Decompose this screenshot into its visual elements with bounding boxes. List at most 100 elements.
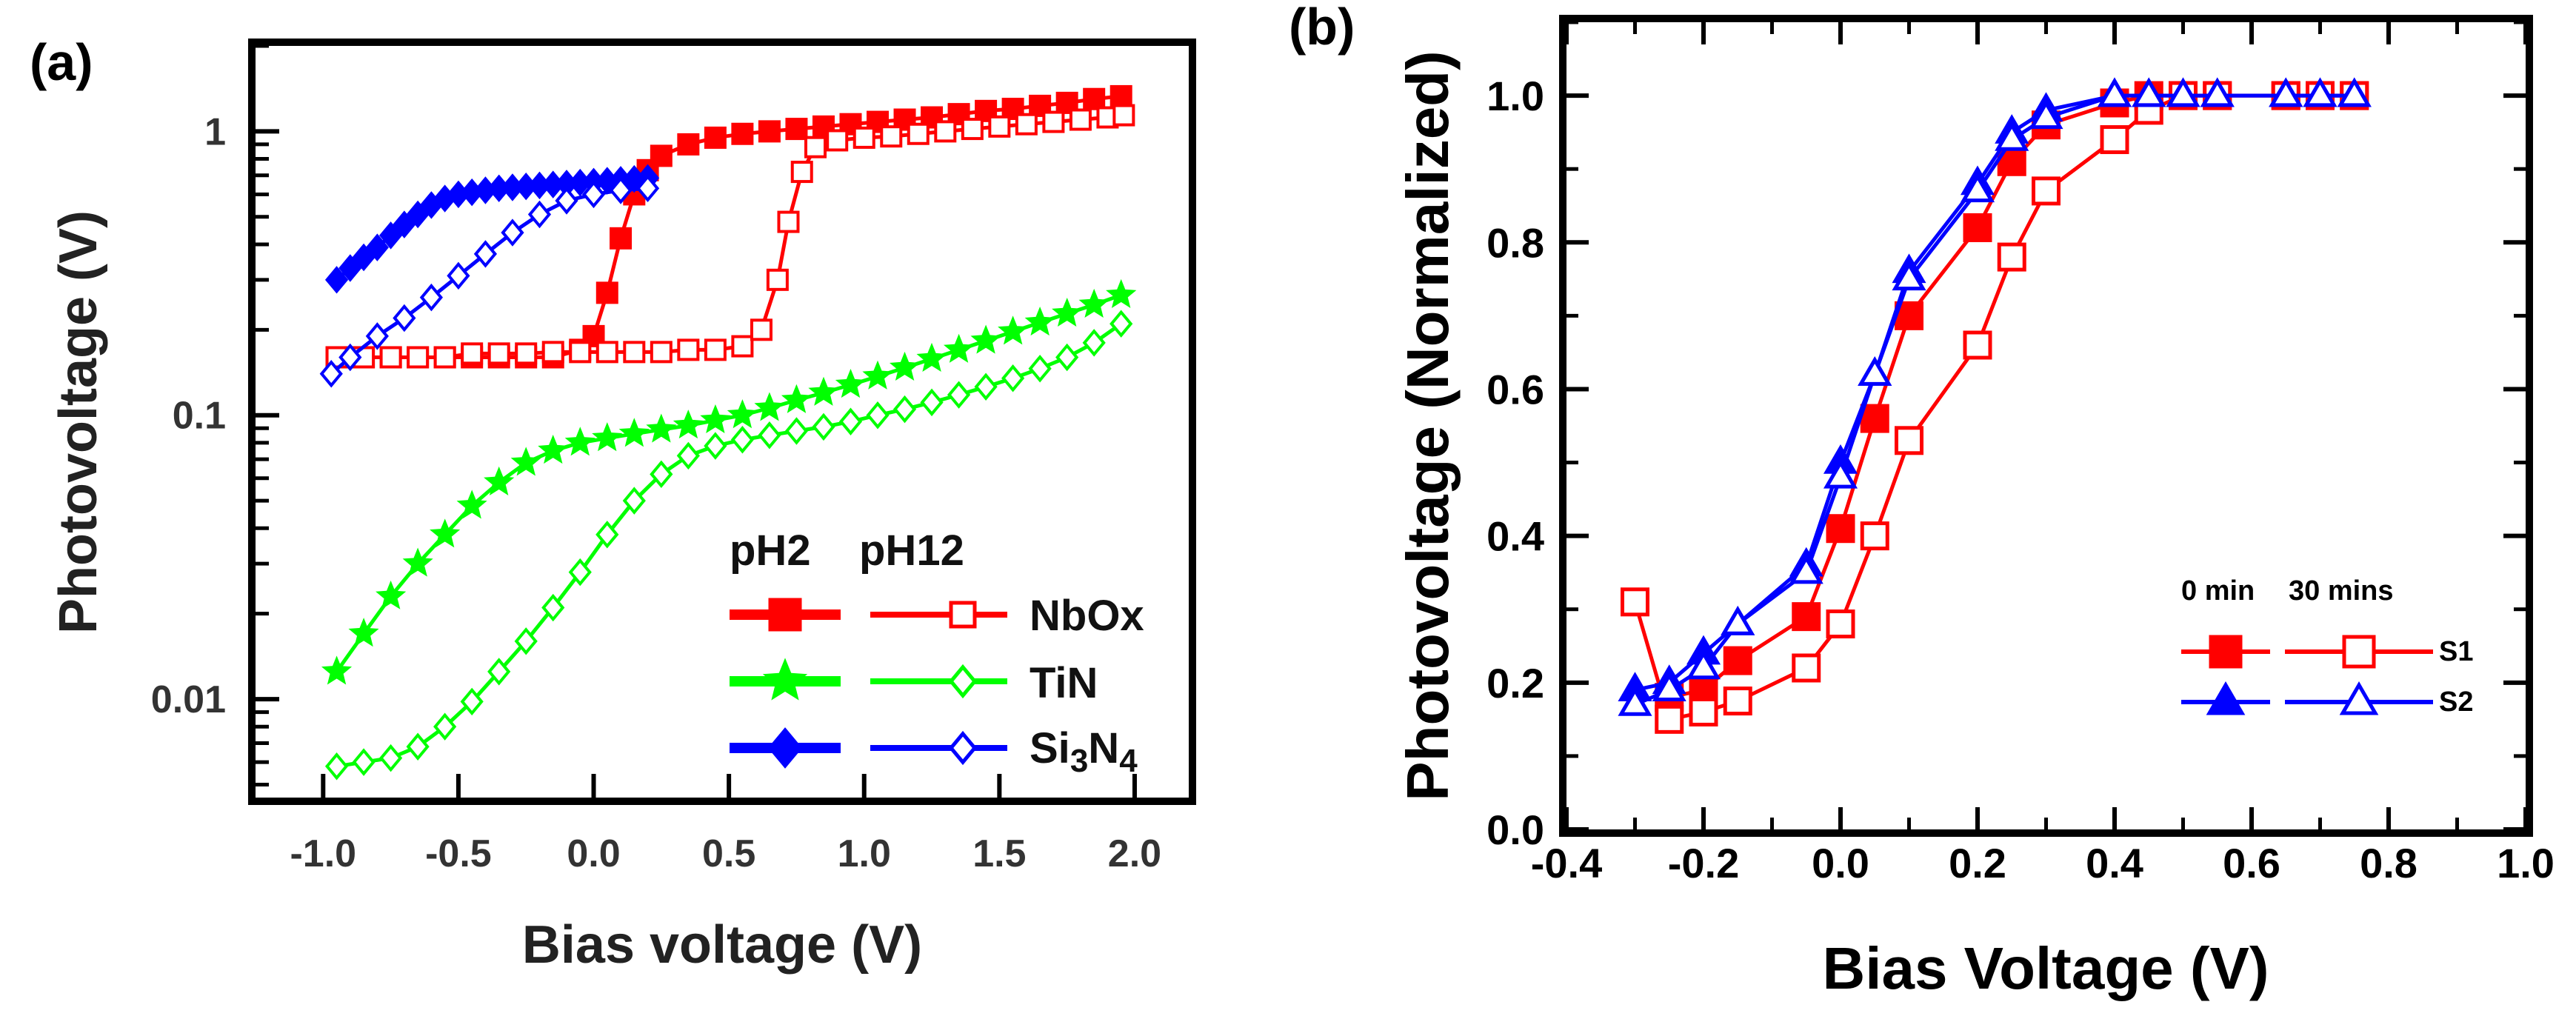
panel-b-y-tick-label: 1.0 — [1486, 73, 1544, 119]
panel-a-data-point — [673, 410, 704, 439]
panel-a-data-point — [750, 318, 773, 341]
panel-a-data-point — [319, 359, 343, 388]
panel-a-data-point — [592, 422, 623, 452]
panel-a-data-point — [338, 254, 362, 282]
panel-a-plot-frame — [248, 39, 1196, 805]
panel-b-x-tick-label: -0.2 — [1668, 840, 1740, 886]
panel-a-x-tick-label: 2.0 — [1108, 832, 1161, 875]
panel-b-legend-key-marker — [2206, 681, 2246, 715]
panel-a-series-tin-ph12 — [324, 310, 1133, 781]
panel-a-data-point — [880, 125, 903, 148]
panel-a-data-point — [487, 342, 510, 365]
panel-b-data-point — [2100, 125, 2129, 155]
panel-a-data-point — [473, 240, 498, 268]
panel-a-data-point — [1106, 278, 1137, 308]
panel-b-data-point — [2166, 77, 2200, 107]
panel-a-data-point — [974, 372, 998, 401]
panel-b-x-tick-label: 0.4 — [2086, 840, 2143, 886]
panel-a-data-point — [456, 490, 487, 519]
panel-b-legend-key-marker — [2209, 635, 2243, 669]
panel-a-data-point — [618, 418, 650, 447]
panel-b-data-point — [2097, 77, 2132, 107]
panel-a-data-point — [704, 126, 727, 149]
panel-b-series-s2-0-min — [1618, 77, 2372, 701]
panel-a-legend-key-marker — [949, 601, 977, 629]
panel-a-data-point — [324, 752, 349, 781]
panel-a-data-point — [406, 732, 430, 761]
panel-a-data-point — [433, 712, 457, 741]
panel-a-data-point — [766, 268, 789, 291]
panel-a-legend-header-ph2: pH2 — [730, 527, 811, 575]
panel-a-data-point — [862, 360, 893, 390]
panel-b-plot-frame — [1559, 15, 2533, 837]
panel-b-data-point — [1826, 609, 1855, 639]
panel-b-y-tick-label: 0.0 — [1486, 806, 1544, 853]
panel-b-x-tick-label: 0.8 — [2360, 840, 2417, 886]
panel-b-data-point — [1789, 554, 1823, 584]
panel-b-legend-label-s2: S2 — [2439, 686, 2473, 718]
panel-a-data-point — [595, 281, 618, 304]
panel-a-data-point — [595, 521, 619, 549]
panel-a-data-point — [677, 133, 700, 156]
panel-a-data-point — [460, 687, 484, 716]
panel-a-legend-header-ph12: pH12 — [859, 527, 964, 575]
panel-a-data-point — [727, 399, 758, 429]
panel-a-data-point — [376, 580, 407, 609]
panel-b-data-point — [1858, 356, 1892, 386]
panel-a-data-point — [569, 341, 592, 364]
panel-b-data-point — [1860, 404, 1889, 433]
panel-b-data-point — [1826, 514, 1855, 544]
panel-a-legend-key-marker — [768, 598, 802, 632]
panel-b-data-point — [1963, 213, 1992, 242]
panel-b-data-point — [1652, 672, 1686, 701]
panel-b-series-s2-30-mins — [1618, 77, 2372, 716]
panel-a-data-point — [890, 351, 921, 381]
panel-a-data-point — [510, 447, 541, 476]
panel-a-legend-label-si3n4: Si3N4 — [1030, 724, 1138, 779]
panel-a-data-point — [704, 432, 727, 460]
panel-a-data-point — [555, 187, 578, 215]
panel-a-data-point — [1110, 310, 1133, 338]
panel-b-data-point — [2337, 77, 2372, 107]
panel-b-series-line — [1634, 93, 2355, 706]
panel-a-data-point — [676, 441, 700, 470]
panel-a-data-point — [934, 120, 957, 143]
panel-a-data-point — [365, 233, 389, 261]
panel-a-data-point — [1042, 110, 1065, 133]
panel-a-data-point — [781, 384, 812, 413]
panel-a-data-point — [321, 655, 353, 685]
panel-b-data-point — [1997, 242, 2026, 272]
panel-a-data-point — [365, 322, 389, 350]
panel-a-data-point — [812, 412, 835, 441]
panel-a-x-tick-label: 1.0 — [838, 832, 891, 875]
panel-a-data-point — [538, 435, 569, 464]
panel-b-data-point — [1723, 686, 1752, 716]
panel-b-data-point — [1960, 173, 1995, 203]
panel-b-x-tick-label: 0.0 — [1812, 840, 1869, 886]
panel-a-x-tick-label: -0.5 — [425, 832, 492, 875]
panel-a-legend-key-marker — [948, 664, 978, 699]
panel-b-data-point — [1963, 330, 1992, 360]
panel-a-data-point — [430, 518, 461, 548]
panel-a-data-point — [352, 748, 376, 776]
panel-a-legend-key-marker — [948, 730, 978, 766]
panel-a-data-point — [916, 342, 947, 372]
panel-a-data-point — [777, 210, 800, 233]
panel-a-data-point — [527, 200, 552, 229]
panel-a-data-point — [623, 341, 646, 364]
panel-b-data-point — [1792, 602, 1821, 632]
panel-a-data-point — [406, 200, 430, 229]
panel-a-data-point — [1112, 104, 1135, 127]
panel-a-series-tin-ph2 — [321, 278, 1137, 685]
panel-a-series-line — [336, 113, 1124, 359]
panel-a-data-point — [826, 129, 849, 152]
panel-a-data-point — [835, 369, 866, 398]
panel-a-data-point — [635, 174, 660, 203]
panel-a-legend-label-nbox: NbOx — [1030, 592, 1144, 640]
panel-b-data-point — [2269, 77, 2303, 107]
panel-b-data-point — [1995, 121, 2029, 151]
panel-a-x-tick-label: -1.0 — [290, 832, 356, 875]
panel-a-data-point — [419, 283, 443, 312]
panel-a-data-point — [338, 343, 362, 372]
